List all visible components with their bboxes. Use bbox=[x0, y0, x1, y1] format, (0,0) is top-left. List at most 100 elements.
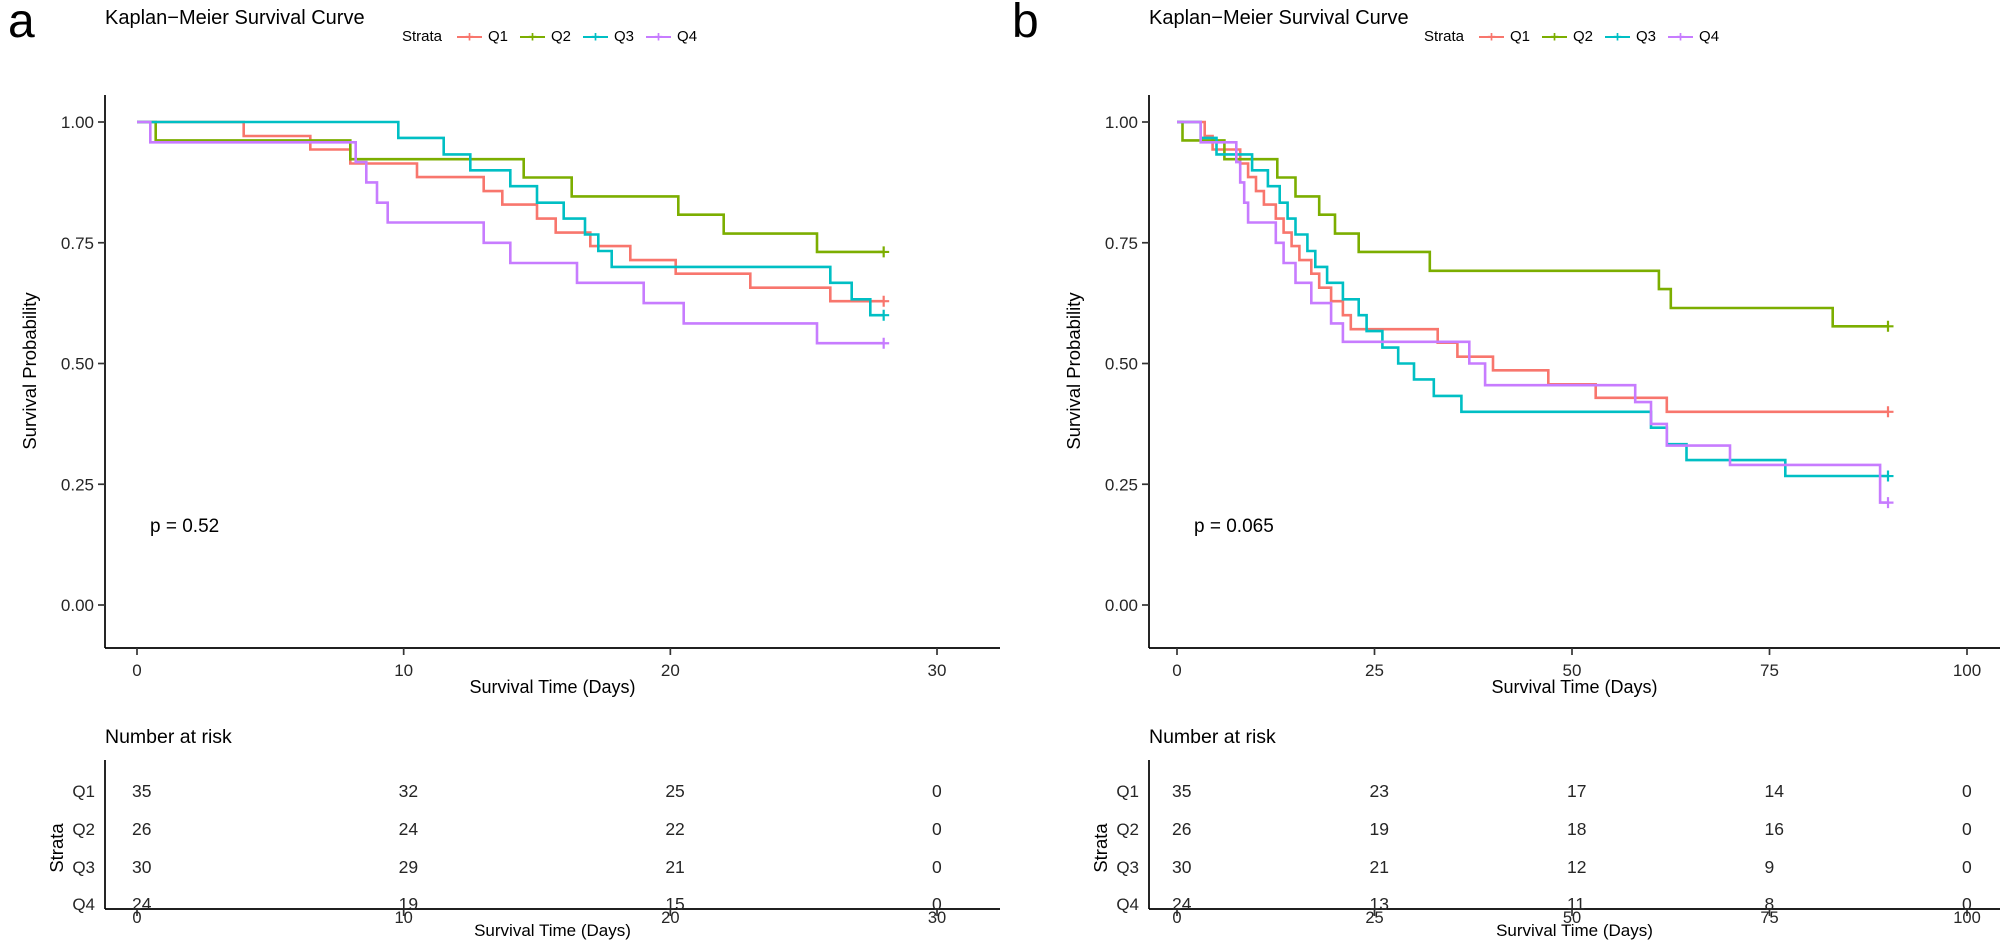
risk-row-label-q4: Q4 bbox=[72, 895, 95, 914]
risk-count: 26 bbox=[1172, 819, 1191, 839]
survival-curve-q2 bbox=[137, 120, 884, 254]
risk-count: 30 bbox=[1172, 857, 1192, 877]
legend: Strata + Q1 + Q2 + Q3 + Q4 bbox=[105, 28, 1000, 45]
legend-label-q1: Q1 bbox=[487, 28, 508, 45]
risk-x-tick-label: 75 bbox=[1760, 909, 1778, 927]
risk-count: 24 bbox=[399, 819, 419, 839]
y-tick-label: 0.50 bbox=[1105, 355, 1138, 374]
risk-row-label-q4: Q4 bbox=[1116, 895, 1139, 914]
risk-x-tick-label: 0 bbox=[1172, 909, 1181, 927]
risk-x-tick-label: 20 bbox=[661, 909, 679, 927]
risk-row-label-q3: Q3 bbox=[1116, 858, 1139, 877]
legend-item-q2: + Q2 bbox=[1542, 28, 1593, 45]
risk-count: 22 bbox=[665, 819, 684, 839]
x-tick-label: 0 bbox=[1172, 661, 1181, 680]
risk-count: 24 bbox=[1172, 894, 1192, 914]
legend-item-q3: + Q3 bbox=[1605, 28, 1656, 45]
survival-curve-q4 bbox=[1177, 120, 1888, 504]
panel-label: b bbox=[1012, 0, 1039, 48]
risk-count: 19 bbox=[399, 894, 418, 914]
survival-curve-q3 bbox=[1177, 120, 1888, 478]
risk-count: 24 bbox=[132, 894, 152, 914]
y-tick-label: 0.50 bbox=[61, 355, 94, 374]
legend-item-q3: + Q3 bbox=[583, 28, 634, 45]
censor-plus-icon: + bbox=[583, 29, 609, 45]
censor-mark-q2 bbox=[1882, 320, 1894, 332]
censor-mark-q1 bbox=[878, 295, 890, 307]
risk-count: 21 bbox=[1370, 857, 1389, 877]
legend-item-q1: + Q1 bbox=[1478, 28, 1530, 45]
x-tick-label: 20 bbox=[661, 661, 680, 680]
risk-x-tick-label: 100 bbox=[1953, 909, 1981, 927]
legend-label-q3: Q3 bbox=[614, 28, 635, 45]
censor-mark-q4 bbox=[1882, 497, 1894, 509]
survival-curve-q1 bbox=[137, 120, 884, 303]
risk-count: 19 bbox=[1370, 819, 1389, 839]
x-tick-label: 10 bbox=[394, 661, 413, 680]
risk-x-tick-label: 30 bbox=[928, 909, 946, 927]
y-tick-label: 0.25 bbox=[61, 475, 94, 494]
survival-curve-q3 bbox=[137, 120, 884, 317]
risk-count: 30 bbox=[132, 857, 152, 877]
risk-x-tick-label: 25 bbox=[1365, 909, 1383, 927]
legend-item-q4: + Q4 bbox=[646, 28, 697, 45]
risk-count: 16 bbox=[1765, 819, 1784, 839]
y-tick-label: 1.00 bbox=[61, 113, 94, 132]
x-tick-label: 30 bbox=[928, 661, 947, 680]
risk-table-title: Number at risk bbox=[1149, 726, 1276, 748]
legend-label-q2: Q2 bbox=[551, 28, 572, 45]
censor-plus-icon: + bbox=[1668, 29, 1694, 45]
risk-count: 21 bbox=[665, 857, 684, 877]
risk-x-axis-label: Survival Time (Days) bbox=[1496, 921, 1653, 940]
risk-count: 13 bbox=[1370, 894, 1389, 914]
survival-curve-q4 bbox=[137, 120, 884, 345]
risk-count: 8 bbox=[1765, 894, 1775, 914]
chart-title: Kaplan−Meier Survival Curve bbox=[105, 7, 365, 29]
risk-row-label-q2: Q2 bbox=[72, 820, 95, 839]
censor-plus-icon: + bbox=[520, 29, 545, 45]
risk-count: 0 bbox=[932, 894, 942, 914]
y-tick-label: 0.00 bbox=[61, 596, 94, 615]
y-tick-label: 0.75 bbox=[61, 234, 94, 253]
legend-title: Strata bbox=[401, 28, 442, 45]
risk-count: 35 bbox=[1172, 781, 1191, 801]
x-tick-label: 50 bbox=[1563, 661, 1582, 680]
y-tick-label: 1.00 bbox=[1105, 113, 1138, 132]
risk-count: 18 bbox=[1567, 819, 1586, 839]
risk-count: 35 bbox=[132, 781, 151, 801]
censor-mark-q3 bbox=[878, 309, 890, 321]
risk-x-axis-label: Survival Time (Days) bbox=[474, 921, 631, 940]
risk-count: 11 bbox=[1567, 894, 1585, 914]
censor-mark-q4 bbox=[878, 337, 890, 349]
risk-count: 32 bbox=[399, 781, 418, 801]
risk-count: 26 bbox=[132, 819, 151, 839]
survival-curve-q1 bbox=[1177, 120, 1888, 414]
p-value-label: p = 0.065 bbox=[1194, 516, 1274, 537]
risk-row-label-q1: Q1 bbox=[1116, 782, 1139, 801]
censor-mark-q2 bbox=[878, 246, 890, 258]
legend-label-q1: Q1 bbox=[1509, 28, 1530, 45]
censor-plus-icon: + bbox=[1542, 29, 1567, 45]
censor-mark-q3 bbox=[1882, 470, 1894, 482]
risk-count: 14 bbox=[1765, 781, 1785, 801]
risk-table-title: Number at risk bbox=[105, 726, 232, 748]
x-axis-label: Survival Time (Days) bbox=[469, 677, 636, 697]
risk-count: 29 bbox=[399, 857, 418, 877]
legend-label-q3: Q3 bbox=[1636, 28, 1657, 45]
x-axis-label: Survival Time (Days) bbox=[1491, 677, 1658, 697]
x-tick-label: 0 bbox=[132, 661, 141, 680]
censor-plus-icon: + bbox=[646, 29, 672, 45]
risk-count: 23 bbox=[1370, 781, 1389, 801]
risk-count: 25 bbox=[665, 781, 684, 801]
risk-row-label-q3: Q3 bbox=[72, 858, 95, 877]
censor-plus-icon: + bbox=[456, 29, 482, 45]
risk-count: 0 bbox=[1962, 857, 1972, 877]
x-tick-label: 25 bbox=[1365, 661, 1384, 680]
legend-item-q1: + Q1 bbox=[456, 28, 508, 45]
chart-title: Kaplan−Meier Survival Curve bbox=[1149, 7, 1409, 29]
y-tick-label: 0.25 bbox=[1105, 475, 1138, 494]
legend-item-q2: + Q2 bbox=[520, 28, 571, 45]
legend-item-q4: + Q4 bbox=[1668, 28, 1719, 45]
risk-count: 0 bbox=[932, 781, 942, 801]
